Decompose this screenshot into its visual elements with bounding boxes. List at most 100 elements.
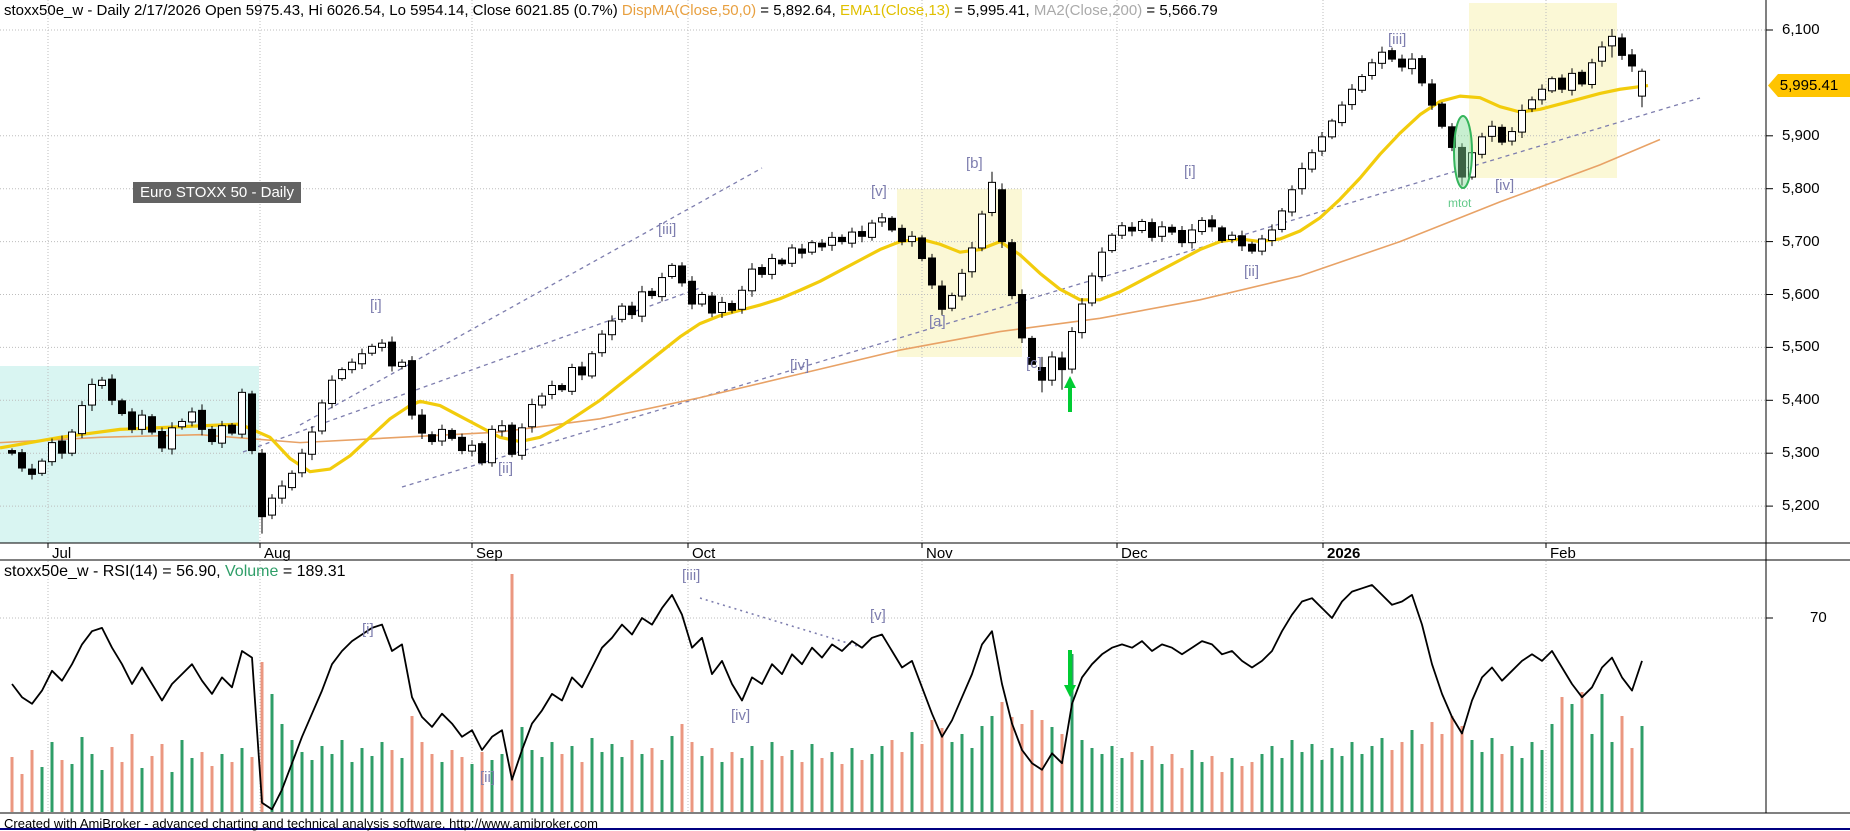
candle-body xyxy=(318,402,326,432)
candle-body xyxy=(1358,76,1366,91)
candle-body xyxy=(1028,337,1036,365)
candle-body xyxy=(898,227,906,243)
time-axis-label: Nov xyxy=(926,545,953,562)
candle-body xyxy=(28,468,36,475)
candle-body xyxy=(638,291,646,317)
signal-down-arrow-icon-head xyxy=(1064,685,1076,697)
candle-body xyxy=(1168,226,1176,233)
candle-body xyxy=(338,369,346,380)
candle-body xyxy=(418,414,426,434)
candle-body xyxy=(1408,58,1416,70)
candle-body xyxy=(188,411,196,423)
candle-body xyxy=(1208,219,1216,228)
candle-body xyxy=(1188,229,1196,244)
candle-body xyxy=(1018,294,1026,339)
candle-body xyxy=(1608,35,1616,47)
candle-body xyxy=(1078,303,1086,334)
candle-body xyxy=(1178,229,1186,244)
candle-body xyxy=(208,428,216,443)
candle-body xyxy=(1048,356,1056,381)
candle-body xyxy=(178,420,186,428)
candle-body xyxy=(1328,120,1336,138)
price-axis-label: 5,300 xyxy=(1782,444,1820,462)
wave-label-main: [iv] xyxy=(790,357,810,374)
price-axis-label: 5,900 xyxy=(1782,126,1820,144)
candle-body xyxy=(1638,70,1646,97)
wave-label-main: [iii] xyxy=(1388,31,1407,48)
time-axis-label: Aug xyxy=(264,545,291,562)
candle-body xyxy=(488,428,496,464)
price-axis-label: 5,600 xyxy=(1782,285,1820,303)
wave-label-main: [i] xyxy=(1184,163,1196,180)
candle-body xyxy=(968,247,976,273)
candle-body xyxy=(648,290,656,297)
candle-body xyxy=(1578,71,1586,85)
dispma-indicator-label: DispMA(Close,50,0) xyxy=(621,2,757,19)
candle-body xyxy=(1108,234,1116,252)
candle-body xyxy=(1198,219,1206,233)
price-axis-label: 5,700 xyxy=(1782,232,1820,250)
candle-body xyxy=(1238,235,1246,247)
time-axis-label: Dec xyxy=(1121,545,1148,562)
candle-body xyxy=(868,222,876,238)
candle-body xyxy=(778,259,786,265)
candle-body xyxy=(1128,226,1136,232)
candle-body xyxy=(218,425,226,444)
candle-body xyxy=(678,265,686,284)
candle-body xyxy=(668,264,676,278)
candle-body xyxy=(388,341,396,367)
wave-label-main: [i] xyxy=(370,297,382,314)
candle-body xyxy=(1618,37,1626,56)
candle-body xyxy=(438,428,446,442)
candle-body xyxy=(1248,243,1256,252)
candle-body xyxy=(598,333,606,354)
wave-label-rsi: [ii] xyxy=(480,769,495,786)
candle-body xyxy=(1558,77,1566,90)
candle-body xyxy=(1458,146,1466,178)
candle-body xyxy=(368,345,376,354)
price-axis-label: 5,400 xyxy=(1782,391,1820,409)
candle-body xyxy=(1378,51,1386,64)
candle-body xyxy=(508,424,516,455)
candle-body xyxy=(478,443,486,464)
candle-body xyxy=(248,393,256,452)
price-axis-label: 5,800 xyxy=(1782,179,1820,197)
candle-body xyxy=(1148,222,1156,238)
candle-body xyxy=(718,301,726,313)
time-axis-label: 2026 xyxy=(1327,545,1361,562)
candle-body xyxy=(808,242,816,253)
candle-body xyxy=(768,258,776,275)
candle-body xyxy=(1538,88,1546,101)
candle-body xyxy=(688,280,696,305)
candle-body xyxy=(1348,88,1356,106)
candle-body xyxy=(1508,131,1516,142)
signal-ellipse xyxy=(1453,115,1473,189)
candle-body xyxy=(758,267,766,275)
candle-body xyxy=(578,366,586,376)
candle-body xyxy=(1338,104,1346,124)
wave-label-rsi: [iv] xyxy=(731,707,751,724)
candle-body xyxy=(1478,136,1486,155)
wave-label-main: [v] xyxy=(871,183,887,200)
candle-body xyxy=(1518,109,1526,133)
candle-body xyxy=(1368,62,1376,76)
candle-body xyxy=(1488,125,1496,137)
candle-body xyxy=(1118,225,1126,236)
ma2-indicator-label: MA2(Close,200) xyxy=(1033,2,1143,19)
last-price-badge: 5,995.41 xyxy=(1768,74,1850,97)
wave-label-main: [iv] xyxy=(1495,177,1515,194)
candle-body xyxy=(568,367,576,392)
symbol-overlay-label: Euro STOXX 50 - Daily xyxy=(133,182,301,203)
candle-body xyxy=(1228,234,1236,240)
chart-title: stoxx50e_w - Daily 2/17/2026 Open 5975.4… xyxy=(4,2,1218,19)
time-axis-label: Feb xyxy=(1550,545,1576,562)
candle-body xyxy=(888,217,896,231)
candle-body xyxy=(528,404,536,428)
volume-word: Volume xyxy=(225,563,279,580)
rsi-trendline xyxy=(699,597,865,649)
candle-body xyxy=(198,409,206,430)
time-axis-label: Sep xyxy=(476,545,503,562)
candle-body xyxy=(618,305,626,320)
